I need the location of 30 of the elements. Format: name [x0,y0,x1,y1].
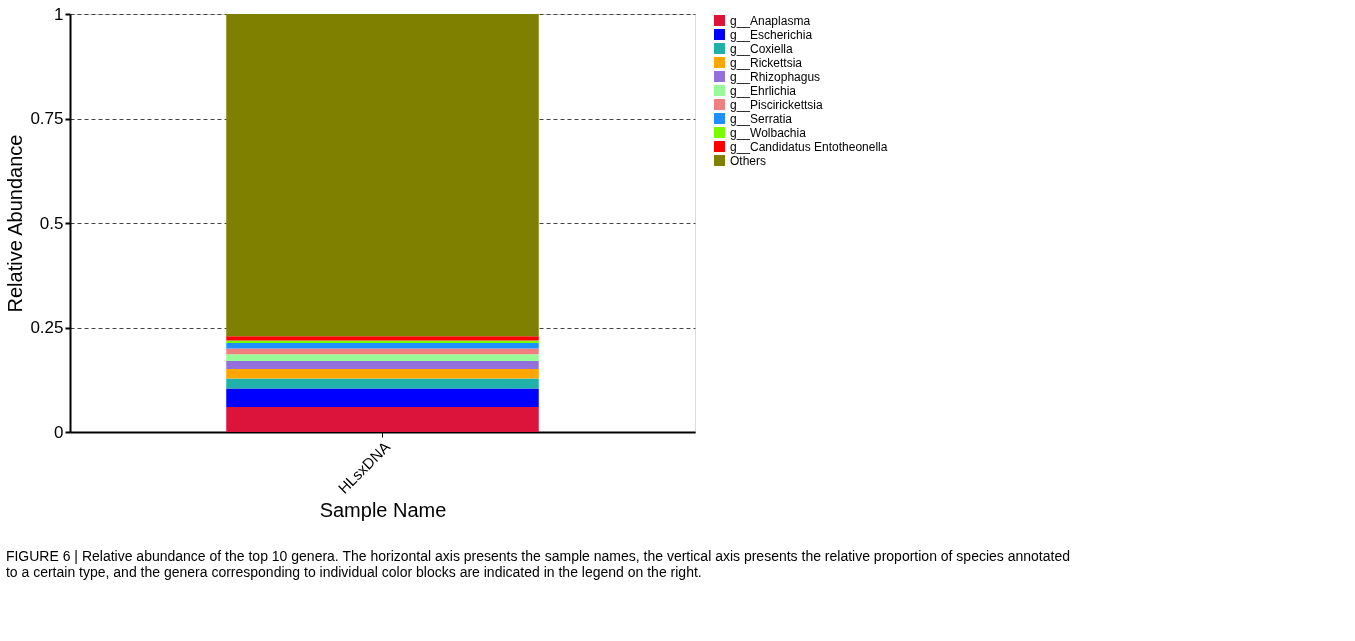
x-axis-title: Sample Name [319,498,447,521]
bar [226,14,539,337]
bar [226,406,539,432]
legend-label: g__Candidatus Entotheonella [730,139,888,154]
y-tick-label: 0.75 [30,109,64,128]
bar [226,378,539,389]
caption: FIGURE 6 | Relative abundance of the top 10 genera. The horizontal axis presents the sample names, the vertical axis presents the relative proportion of species annotated to a certain type, and the genera corresponding to individual color blocks are indicated in the legend on the right. [5,548,1071,581]
y-tick-label: 0 [54,422,64,442]
bar [226,336,539,341]
bar [226,340,539,343]
y-tick-label: 1 [54,4,64,24]
legend-label: Others [730,153,767,168]
bar [226,368,539,379]
bar [226,342,539,349]
legend-label: g__Coxiella [730,41,794,56]
legend-label: g__Piscirickettsia [730,97,824,112]
legend-label: g__Wolbachia [730,125,807,140]
legend-label: g__Serratia [730,111,793,126]
bar [226,360,539,369]
y-tick-label: 0.5 [39,213,64,233]
y-axis-title: Relative Abundance [4,134,27,313]
legend-label: g__Rhizophagus [730,69,821,84]
y-tick-label: 0.25 [30,318,64,337]
legend-label: g__Anaplasma [730,13,811,28]
legend-label: g__Rickettsia [730,55,803,70]
bar [226,354,539,361]
legend-label: g__Escherichia [730,27,813,42]
legend-label: g__Ehrlichia [730,83,797,98]
bar [226,388,539,407]
bar [226,348,539,355]
